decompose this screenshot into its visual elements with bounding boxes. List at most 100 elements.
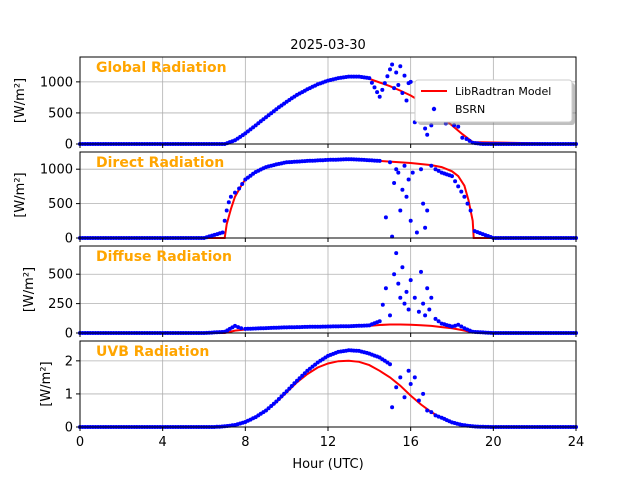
y-tick-label: 2 (65, 354, 73, 369)
obs-point (414, 230, 419, 235)
x-tick-label: 16 (402, 435, 419, 450)
obs-point (425, 286, 430, 291)
obs-point (224, 208, 229, 213)
obs-point (392, 272, 397, 277)
obs-point (410, 170, 415, 175)
obs-point (295, 378, 299, 383)
obs-point (433, 316, 438, 321)
obs-point (394, 167, 399, 172)
obs-point (450, 324, 454, 329)
obs-point (382, 81, 387, 86)
legend-model-label: LibRadtran Model (455, 85, 551, 98)
obs-point (297, 376, 302, 381)
obs-point (237, 186, 242, 191)
obs-point (394, 385, 399, 390)
y-tick-label: 250 (48, 297, 73, 312)
figure-title: 2025-03-30 (290, 38, 366, 53)
obs-point (228, 194, 233, 199)
obs-point (276, 397, 281, 401)
obs-point (396, 170, 401, 175)
obs-point (396, 83, 401, 87)
obs-point (406, 307, 411, 312)
obs-point (462, 194, 467, 199)
obs-point (421, 301, 426, 306)
y-tick-label: 1000 (40, 75, 73, 90)
obs-point (456, 124, 461, 129)
obs-point (464, 137, 469, 141)
obs-point (404, 98, 409, 103)
obs-point (436, 414, 441, 419)
obs-point (465, 201, 470, 206)
obs-point (425, 408, 430, 413)
obs-point (412, 375, 417, 380)
obs-point (433, 413, 438, 418)
obs-point (408, 79, 413, 84)
x-tick-label: 20 (485, 435, 502, 450)
obs-point (412, 295, 417, 300)
y-axis-label: [W/m²] (13, 172, 28, 217)
y-tick-label: 500 (48, 197, 73, 212)
obs-point (392, 86, 397, 91)
obs-point (369, 80, 374, 85)
y-tick-label: 0 (65, 327, 73, 342)
panel-3: 0 250 500 [W/m²] Diffuse Radiation (22, 245, 578, 342)
obs-point (377, 94, 382, 99)
panel-label: Diffuse Radiation (96, 249, 232, 265)
obs-point (402, 395, 407, 400)
obs-point (421, 201, 426, 206)
obs-point (425, 132, 430, 137)
obs-point (274, 399, 279, 404)
legend-box (414, 79, 573, 123)
obs-point (233, 323, 237, 328)
obs-point (421, 391, 426, 396)
obs-point (375, 90, 380, 95)
obs-point (377, 319, 382, 324)
obs-point (433, 167, 438, 172)
obs-point (239, 326, 244, 331)
obs-point (456, 184, 461, 189)
x-tick-label: 8 (241, 435, 249, 450)
obs-point (459, 324, 464, 329)
obs-point (400, 265, 405, 270)
obs-point (372, 85, 377, 90)
y-tick-label: 0 (65, 232, 73, 247)
obs-point (377, 158, 382, 163)
obs-point (429, 295, 434, 300)
legend-obs-label: BSRN (455, 103, 485, 116)
obs-point (388, 362, 392, 367)
obs-point (456, 322, 461, 327)
obs-point (402, 73, 407, 78)
obs-point (429, 163, 434, 168)
y-axis-label: [W/m²] (13, 78, 28, 123)
obs-point (388, 313, 392, 318)
obs-point (425, 208, 430, 213)
obs-point (453, 179, 458, 184)
obs-point (423, 126, 428, 131)
y-tick-label: 500 (48, 268, 73, 283)
obs-point (383, 286, 388, 291)
obs-point (459, 189, 464, 194)
obs-point (383, 215, 388, 220)
x-tick-label: 12 (320, 435, 337, 450)
obs-point (266, 406, 271, 411)
obs-point (408, 278, 413, 283)
obs-point (233, 190, 237, 195)
obs-point (264, 408, 268, 413)
obs-point (419, 269, 423, 274)
obs-point (453, 323, 458, 328)
obs-point (394, 70, 399, 75)
x-tick-label: 24 (568, 435, 585, 450)
obs-point (388, 160, 392, 165)
obs-point (402, 163, 407, 168)
obs-point (400, 187, 405, 192)
obs-point (468, 208, 473, 213)
panel-2: 0 500 1000 [W/m²] Direct Radiation (13, 151, 578, 247)
obs-point (236, 325, 241, 330)
x-axis-label: Hour (UTC) (292, 457, 363, 472)
obs-point (404, 194, 409, 199)
panel-label: UVB Radiation (96, 344, 209, 360)
obs-point (220, 230, 225, 235)
obs-point (289, 384, 294, 388)
obs-point (392, 181, 397, 185)
